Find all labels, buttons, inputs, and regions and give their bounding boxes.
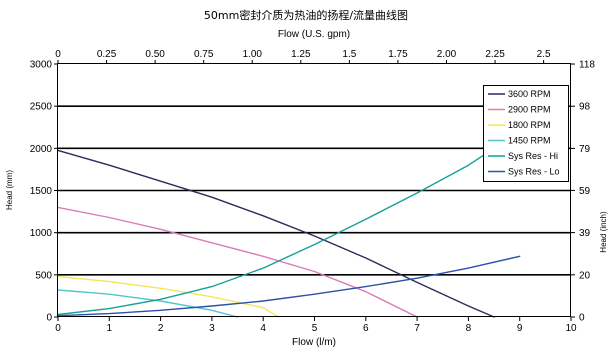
x-tick-label: 4 xyxy=(260,323,266,334)
y-tick-label: 2000 xyxy=(30,144,53,155)
x2-tick-label: 0.25 xyxy=(97,49,117,60)
y2-tick-label: 79 xyxy=(579,144,591,155)
series-line-2 xyxy=(57,206,418,318)
y2-tick-label: 20 xyxy=(579,270,591,281)
y2-tick-label: 0 xyxy=(579,313,585,324)
y-axis-title: Head (mm) xyxy=(5,170,14,210)
x2-tick-label: 1.75 xyxy=(388,49,408,60)
series-line-1 xyxy=(57,149,495,318)
x2-tick-label: 2.00 xyxy=(437,49,457,60)
x-tick-label: 1 xyxy=(107,323,113,334)
y2-axis-title: Head (inch) xyxy=(599,211,608,253)
x-tick-label: 3 xyxy=(209,323,215,334)
y-tick-label: 0 xyxy=(46,313,52,324)
legend-label: Sys Res - Lo xyxy=(508,167,560,177)
y-tick-label: 500 xyxy=(35,270,52,281)
series-lines xyxy=(57,113,546,318)
legend-label: 1450 RPM xyxy=(508,136,551,146)
legend-label: Sys Res - Hi xyxy=(508,151,558,161)
x-tick-label: 6 xyxy=(363,323,369,334)
x2-tick-label: 2.5 xyxy=(537,49,551,60)
y-tick-label: 1500 xyxy=(30,186,53,197)
x-tick-label: 7 xyxy=(414,323,420,334)
legend-box xyxy=(483,85,569,182)
series-line-6 xyxy=(57,255,521,317)
x2-axis-title: Flow (U.S. gpm) xyxy=(278,29,350,40)
series-line-4 xyxy=(57,289,239,318)
x-tick-label: 0 xyxy=(55,323,61,334)
x-tick-label: 5 xyxy=(312,323,318,334)
y2-tick-label: 118 xyxy=(579,60,595,71)
x2-tick-label: 0.50 xyxy=(145,49,165,60)
y2-tick-label: 39 xyxy=(579,228,591,239)
y-tick-label: 1000 xyxy=(30,228,53,239)
chart-title: 50mm密封介质为热油的扬程/流量曲线图 xyxy=(204,8,408,22)
x2-tick-label: 1.5 xyxy=(342,49,356,60)
legend-label: 2900 RPM xyxy=(508,105,551,115)
legend: 3600 RPM 2900 RPM 1800 RPM 1450 RPM Sys Res … xyxy=(483,85,569,182)
x2-tick-label: 0 xyxy=(55,49,61,60)
x-tick-label: 2 xyxy=(158,323,164,334)
x-axis-title: Flow (l/m) xyxy=(292,337,336,348)
x2-tick-label: 0.75 xyxy=(194,49,214,60)
y2-tick-label: 59 xyxy=(579,186,591,197)
legend-label: 3600 RPM xyxy=(508,89,551,99)
y2-tick-label: 98 xyxy=(579,102,591,113)
x-tick-label: 8 xyxy=(466,323,472,334)
x2-tick-label: 1.25 xyxy=(291,49,311,60)
y-tick-label: 2500 xyxy=(30,102,53,113)
x-tick-label: 9 xyxy=(517,323,523,334)
y-tick-label: 3000 xyxy=(30,60,53,71)
x2-tick-label: 1.00 xyxy=(243,49,263,60)
legend-label: 1800 RPM xyxy=(508,120,551,130)
x-tick-label: 10 xyxy=(565,323,577,334)
x2-tick-label: 2.25 xyxy=(485,49,505,60)
